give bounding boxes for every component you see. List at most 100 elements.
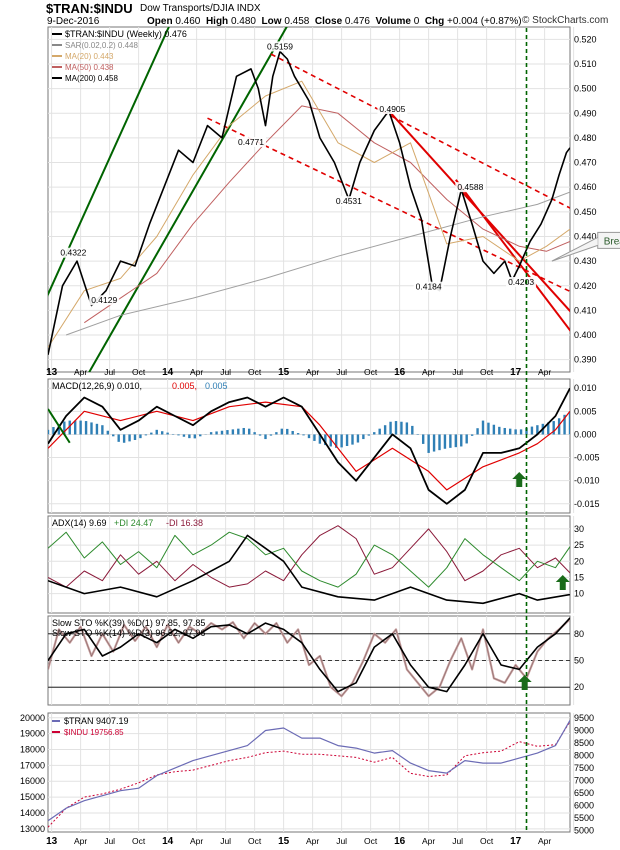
macd-histogram-bar xyxy=(247,428,251,435)
macd-histogram-bar xyxy=(394,421,398,435)
bottom-xtick-label: Apr xyxy=(422,836,435,846)
price-ytick-label: 0.420 xyxy=(574,281,597,291)
macd-histogram-bar xyxy=(318,434,322,444)
price-legend-swatch xyxy=(52,66,62,68)
macd-legend-signal: 0.005, xyxy=(172,381,197,391)
price-ytick-label: 0.390 xyxy=(574,355,597,365)
bottom-xtick-label: Oct xyxy=(248,836,262,846)
stockcharts-brand: © StockCharts.com xyxy=(522,15,609,26)
price-ytick-label: 0.490 xyxy=(574,108,597,118)
price-ytick-label: 0.440 xyxy=(574,231,597,241)
price-xtick-label: Oct xyxy=(480,367,494,377)
macd-histogram-bar xyxy=(530,426,534,435)
symbol-title: $TRAN:$INDU xyxy=(46,1,133,16)
macd-ytick-label: -0.005 xyxy=(574,453,600,463)
comparison-panel-frame xyxy=(47,712,571,833)
price-xtick-label: 17 xyxy=(510,367,522,378)
adx-ytick-label: 25 xyxy=(574,540,584,550)
macd-histogram-bar xyxy=(563,414,566,435)
bottom-xtick-label: 13 xyxy=(46,836,58,847)
price-annotation: 0.4531 xyxy=(336,196,362,206)
macd-histogram-bar xyxy=(193,434,197,439)
price-xtick-label: Oct xyxy=(132,367,146,377)
comparison-left-tick: 17000 xyxy=(20,760,45,770)
high-label: High xyxy=(205,16,229,27)
macd-histogram-bar xyxy=(52,427,55,435)
macd-histogram-bar xyxy=(63,421,66,435)
macd-histogram-bar xyxy=(128,434,131,442)
price-legend-swatch xyxy=(52,55,62,57)
macd-histogram-bar xyxy=(215,431,218,435)
price-legend-entry: $TRAN:$INDU (Weekly) 0.476 xyxy=(65,29,187,39)
comparison-right-tick: 8000 xyxy=(574,751,594,761)
macd-histogram-bar xyxy=(378,428,381,435)
comparison-left-tick: 16000 xyxy=(20,776,45,786)
macd-legend: MACD(12,26,9) 0.010, xyxy=(52,381,142,391)
macd-ytick-label: 0.010 xyxy=(574,383,597,393)
comparison-right-tick: 7000 xyxy=(574,776,594,786)
minus-di-line xyxy=(48,525,570,588)
macd-histogram-bar xyxy=(351,434,354,445)
annotation-bg xyxy=(89,295,120,306)
breakout-callout-pointer xyxy=(551,236,598,262)
comparison-right-tick: 6000 xyxy=(574,801,594,811)
comparison-left-tick: 14000 xyxy=(20,808,45,818)
price-annotation: 0.4905 xyxy=(379,104,405,114)
indu-legend-swatch xyxy=(52,731,60,733)
macd-histogram-bar xyxy=(269,434,273,436)
macd-histogram-bar xyxy=(345,434,349,446)
macd-histogram-bar xyxy=(432,434,436,452)
adx-panel-frame xyxy=(47,515,571,614)
quote-date: 9-Dec-2016 xyxy=(47,16,100,27)
macd-histogram-bar xyxy=(199,434,202,437)
price-xtick-label: Jul xyxy=(336,367,347,377)
macd-histogram-bar xyxy=(150,432,153,435)
symbol-description: Dow Transports/DJIA INDX xyxy=(140,3,261,14)
comparison-right-tick: 7500 xyxy=(574,763,594,773)
macd-ytick-label: -0.015 xyxy=(574,499,600,509)
macd-histogram-bar xyxy=(166,432,169,435)
macd-histogram-bar xyxy=(449,434,452,448)
macd-histogram-bar xyxy=(73,420,77,435)
chart-header: $TRAN:$INDU Dow Transports/DJIA INDX 9-D… xyxy=(0,0,620,30)
minus-di-legend: -DI 16.38 xyxy=(166,518,203,528)
macd-histogram-bar xyxy=(492,424,496,435)
comparison-right-tick: 5500 xyxy=(574,813,594,823)
price-xtick-label: Jul xyxy=(104,367,115,377)
macd-histogram-bar xyxy=(503,427,506,435)
price-xtick-label: Jul xyxy=(220,367,231,377)
annotation-bg xyxy=(506,277,537,288)
bottom-xtick-label: Apr xyxy=(190,836,203,846)
tran-line xyxy=(48,720,570,822)
macd-histogram-bar xyxy=(498,426,501,435)
plus-di-legend: +DI 24.47 xyxy=(114,518,153,528)
macd-histogram-bar xyxy=(427,434,430,453)
price-xtick-label: 16 xyxy=(394,367,406,378)
open-value: 0.460 xyxy=(175,16,201,27)
macd-histogram-bar xyxy=(334,434,338,448)
macd-histogram-bar xyxy=(209,432,213,435)
macd-histogram-bar xyxy=(421,434,425,444)
comparison-right-tick: 9000 xyxy=(574,726,594,736)
price-legend-entry: MA(50) 0.438 xyxy=(65,63,114,72)
slow-sto-39-line xyxy=(48,617,570,693)
macd-histogram-bar xyxy=(362,434,365,440)
macd-histogram-bar xyxy=(231,429,235,435)
macd-histogram-bar xyxy=(177,434,180,436)
comparison-right-tick: 5000 xyxy=(574,826,594,836)
macd-histogram-bar xyxy=(117,434,120,442)
bottom-xtick-label: Jul xyxy=(104,836,115,846)
macd-histogram-bar xyxy=(84,421,88,435)
sto-legend-14: Slow STO %K(14) %D(3) 96.52, 97.96 xyxy=(52,628,205,638)
price-annotation: 0.5159 xyxy=(267,41,293,51)
bottom-xtick-label: Jul xyxy=(220,836,231,846)
price-xtick-label: Apr xyxy=(190,367,203,377)
macd-histogram-bar xyxy=(79,420,82,435)
trend-line xyxy=(88,27,288,372)
macd-histogram-bar xyxy=(324,434,327,446)
macd-histogram-bar xyxy=(188,434,191,439)
annotation-bg xyxy=(413,281,444,292)
close-value: 0.476 xyxy=(344,16,370,27)
price-ytick-label: 0.400 xyxy=(574,330,597,340)
price-ytick-label: 0.470 xyxy=(574,158,597,168)
